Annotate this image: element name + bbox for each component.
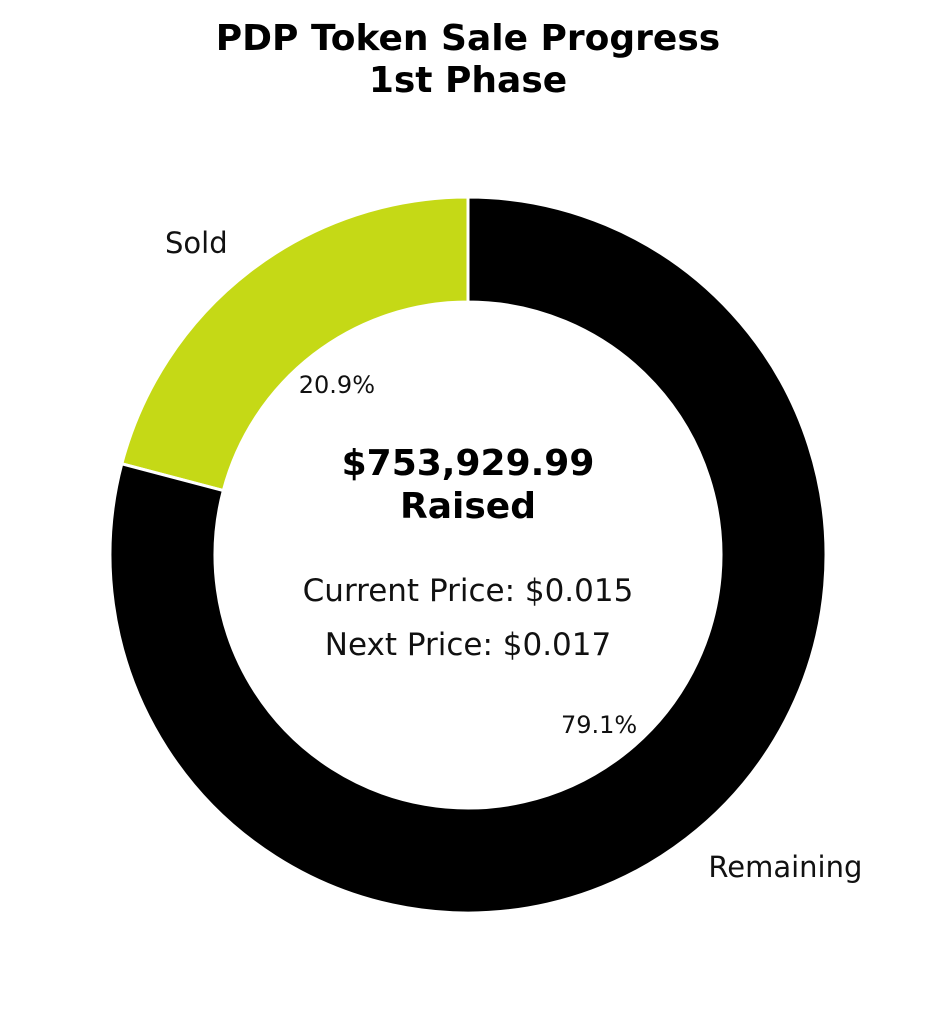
chart-title-line-2: 1st Phase: [369, 60, 567, 101]
raised-amount: $753,929.99: [342, 443, 595, 484]
chart-title-line-1: PDP Token Sale Progress: [216, 18, 720, 59]
pct-label-sold: 20.9%: [299, 371, 375, 399]
slice-label-remaining: Remaining: [708, 850, 862, 884]
next-price: Next Price: $0.017: [325, 627, 611, 663]
raised-label: Raised: [400, 486, 536, 527]
donut-labels: Sold 20.9% Remaining 79.1%: [165, 226, 862, 884]
slice-label-sold: Sold: [165, 226, 228, 260]
current-price: Current Price: $0.015: [303, 573, 634, 609]
pct-label-remaining: 79.1%: [561, 711, 637, 739]
slice-remaining: [108, 195, 828, 915]
donut-slices: [108, 195, 828, 915]
